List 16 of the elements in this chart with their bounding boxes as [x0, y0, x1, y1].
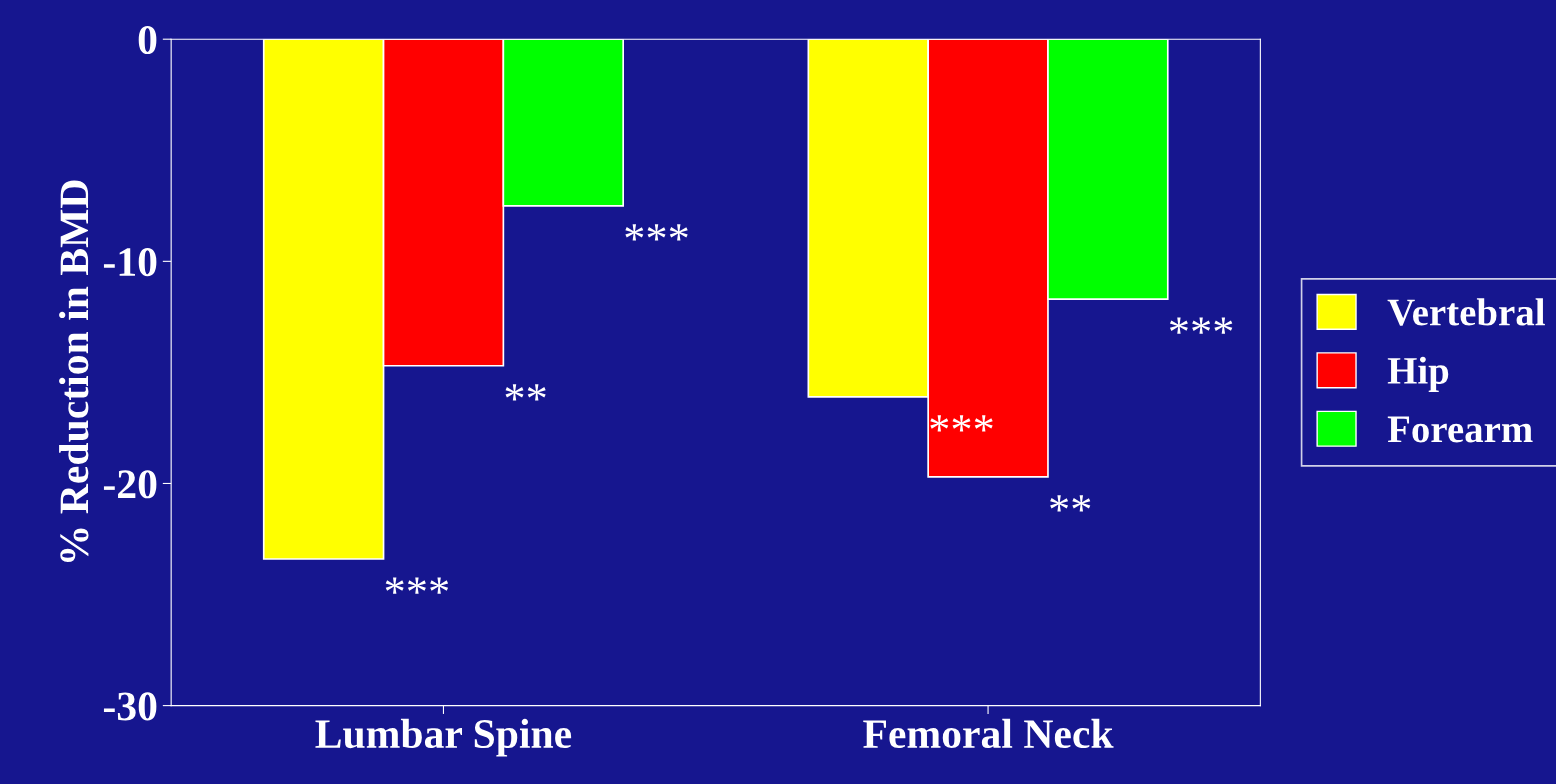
- annotation: **: [1050, 495, 1091, 512]
- y-tick-label: 0: [138, 25, 157, 55]
- x-tick-label: Femoral Neck: [863, 718, 1114, 749]
- y-tick-label: -20: [103, 470, 157, 499]
- annotation: **: [505, 384, 546, 401]
- legend-label: Hip: [1387, 356, 1449, 392]
- annotation: ***: [930, 415, 993, 432]
- annotation: ***: [1169, 317, 1233, 334]
- x-tick-label: Lumbar Spine: [315, 718, 572, 757]
- y-tick-label: -30: [103, 692, 157, 721]
- legend-label: Vertebral: [1387, 298, 1545, 326]
- annotation: ***: [385, 577, 449, 594]
- legend-label: Forearm: [1387, 416, 1533, 443]
- y-axis-title: % Reduction in BMD: [59, 180, 89, 563]
- annotation: ***: [625, 224, 688, 241]
- y-tick-label: -10: [103, 248, 157, 277]
